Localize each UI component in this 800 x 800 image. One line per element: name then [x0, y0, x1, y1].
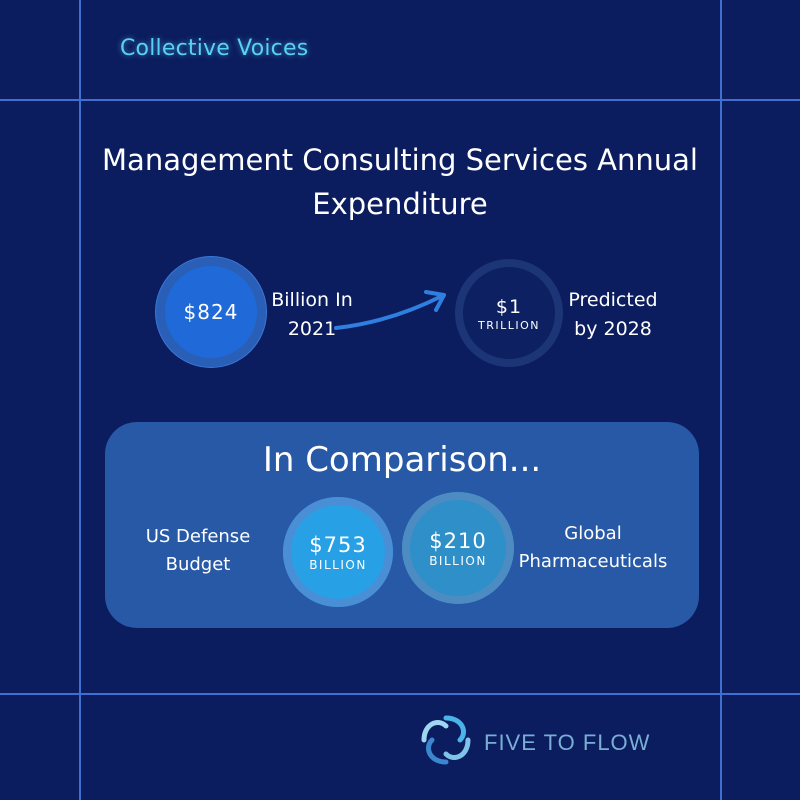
- defense-value: $753: [309, 533, 367, 557]
- comparison-panel: [105, 422, 699, 628]
- grid-line-top: [0, 99, 800, 101]
- stat-circle-824: $824: [156, 257, 266, 367]
- defense-unit: BILLION: [309, 558, 367, 572]
- grid-line-left: [79, 0, 81, 800]
- stat-unit: TRILLION: [478, 318, 540, 332]
- pharma-unit: BILLION: [429, 554, 487, 568]
- defense-label-line1: US Defense: [145, 526, 251, 547]
- pharma-label-line2: Pharmaceuticals: [518, 551, 668, 572]
- growth-arrow-icon: [334, 290, 446, 330]
- grid-line-bottom: [0, 693, 800, 695]
- defense-label: US Defense Budget: [138, 523, 258, 579]
- logo-wordmark: FIVE TO FLOW: [484, 730, 651, 755]
- brand-name: Collective Voices: [120, 36, 309, 61]
- pharma-circle: $210 BILLION: [402, 492, 514, 604]
- stat-value: $824: [183, 300, 239, 324]
- page-title: Management Consulting Services Annual Ex…: [102, 143, 698, 221]
- defense-label-line2: Budget: [165, 554, 231, 575]
- defense-circle: $753 BILLION: [283, 497, 393, 607]
- stat-label-line2: 2021: [287, 318, 337, 340]
- pharma-label-line1: Global: [564, 523, 622, 544]
- stat-label-line1: Billion In: [271, 289, 353, 311]
- stat-circle-1-trillion: $1 TRILLION: [455, 259, 563, 367]
- stat-label-line1: Predicted: [568, 289, 658, 311]
- grid-line-right: [720, 0, 722, 800]
- spiral-logo-icon: [421, 715, 471, 765]
- stat-value: $1: [495, 295, 523, 318]
- comparison-title: In Comparison...: [262, 440, 542, 480]
- stat-label-2021: Billion In 2021: [264, 286, 360, 344]
- stat-label-line2: by 2028: [574, 318, 652, 340]
- stat-label-2028: Predicted by 2028: [560, 286, 666, 344]
- pharma-value: $210: [429, 529, 487, 553]
- pharma-label: Global Pharmaceuticals: [512, 520, 674, 576]
